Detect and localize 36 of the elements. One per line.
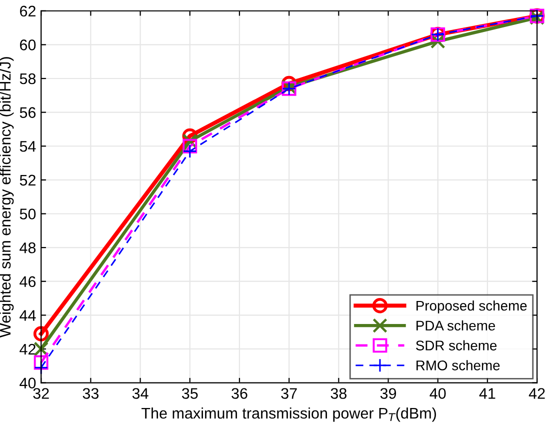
x-tick-label: 34 — [132, 388, 148, 399]
point — [182, 138, 198, 154]
x-tick-label: 33 — [82, 388, 99, 399]
y-tick-label: 42 — [20, 344, 36, 355]
y-tick-label: 60 — [20, 40, 36, 50]
x-tick-label: 35 — [182, 388, 198, 399]
legend-label: PDA scheme — [416, 320, 496, 331]
point — [182, 134, 198, 148]
x-tick-label: 41 — [479, 388, 496, 399]
y-tick-label: 62 — [20, 6, 36, 17]
x-tick-label: 42 — [528, 388, 545, 399]
legend-label: SDR scheme — [416, 340, 497, 350]
y-tick-label: 52 — [20, 174, 36, 186]
point — [34, 342, 49, 356]
y-tick-label: 44 — [20, 310, 36, 321]
point — [34, 360, 48, 375]
point — [182, 144, 197, 158]
y-tick-label: 46 — [20, 276, 36, 288]
y-tick-label: 50 — [20, 208, 36, 220]
y-tick-label: 48 — [20, 242, 36, 254]
x-tick-label: 38 — [330, 388, 346, 399]
y-tick-label: 54 — [20, 141, 36, 152]
y-tick-label: 58 — [20, 73, 36, 84]
point — [430, 34, 446, 49]
x-tick-label: 32 — [33, 388, 49, 399]
legend-label: Proposed scheme — [416, 300, 527, 314]
point — [33, 326, 49, 342]
point — [34, 355, 48, 370]
x-axis-title: The maximum transmission power P$_{T}$(dBm) — [142, 407, 436, 422]
legend-label: RMO scheme — [416, 360, 500, 370]
y-tick-label: 40 — [20, 378, 36, 388]
x-tick-label: 36 — [232, 388, 248, 399]
x-tick-label: 40 — [430, 388, 446, 399]
x-tick-label: 39 — [380, 388, 396, 399]
y-tick-label: 56 — [20, 107, 36, 118]
x-tick-label: 37 — [281, 388, 297, 399]
